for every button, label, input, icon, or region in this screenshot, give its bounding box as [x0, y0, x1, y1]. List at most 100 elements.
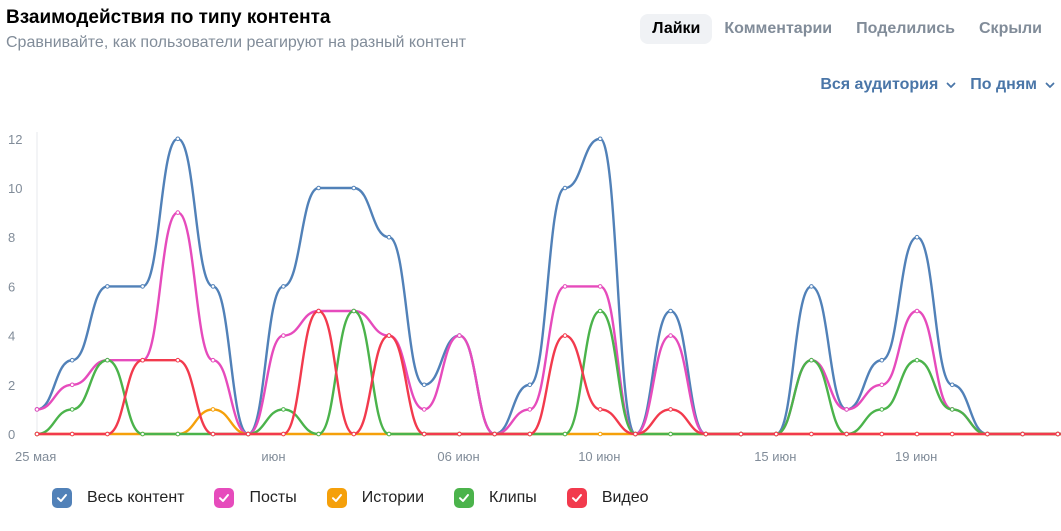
data-point — [175, 431, 181, 437]
data-point — [879, 382, 885, 388]
y-tick-label: 8 — [8, 230, 15, 245]
data-point — [492, 431, 497, 437]
data-point — [773, 431, 779, 437]
data-point — [69, 357, 75, 363]
data-point — [879, 431, 885, 437]
data-point — [457, 431, 462, 437]
data-point — [844, 431, 849, 437]
legend-item-stories[interactable]: Истории — [326, 488, 425, 508]
data-point — [949, 431, 955, 437]
data-point — [914, 431, 920, 437]
data-point — [281, 407, 286, 412]
data-point — [69, 407, 75, 412]
y-tick-label: 12 — [8, 132, 22, 147]
y-tick-label: 0 — [8, 427, 15, 442]
data-point — [1020, 431, 1025, 437]
data-point — [210, 431, 216, 437]
x-tick-label: июн — [261, 449, 285, 464]
data-point — [985, 431, 990, 437]
data-point — [175, 210, 181, 215]
chart-legend: Весь контент Посты Истории Клипы Видео — [52, 488, 649, 508]
data-point — [351, 185, 357, 191]
data-point — [562, 284, 568, 289]
series-line — [36, 211, 1058, 436]
data-point — [281, 333, 286, 338]
data-point — [105, 431, 110, 437]
tab-likes[interactable]: Лайки — [640, 14, 713, 44]
data-point — [351, 431, 357, 437]
data-point — [34, 407, 40, 412]
data-point — [281, 284, 286, 289]
x-tick-label: 06 июн — [437, 449, 479, 464]
data-point — [527, 382, 533, 388]
data-point — [421, 407, 427, 412]
data-point — [597, 407, 603, 412]
data-point — [809, 284, 814, 289]
legend-item-clips[interactable]: Клипы — [454, 488, 537, 508]
legend-label: Клипы — [489, 489, 537, 506]
data-point — [386, 234, 392, 240]
y-tick-label: 10 — [8, 181, 22, 196]
tab-comments[interactable]: Комментарии — [724, 20, 833, 37]
data-point — [1055, 431, 1061, 437]
data-point — [879, 407, 885, 412]
x-tick-label: 15 июн — [754, 449, 796, 464]
data-point — [69, 382, 75, 388]
legend-label: Посты — [249, 489, 297, 506]
data-point — [633, 431, 638, 437]
data-point — [879, 357, 885, 363]
tab-hidden[interactable]: Скрыли — [979, 20, 1042, 37]
data-point — [562, 333, 568, 338]
tab-shared[interactable]: Поделились — [856, 20, 955, 37]
check-icon — [566, 488, 587, 508]
data-point — [668, 308, 673, 314]
y-tick-label: 2 — [8, 378, 15, 393]
data-point — [809, 357, 814, 363]
data-point — [69, 431, 75, 437]
data-point — [457, 333, 462, 338]
chevron-down-icon — [1045, 82, 1055, 88]
data-point — [316, 431, 321, 437]
data-point — [597, 136, 603, 142]
data-point — [668, 333, 673, 338]
legend-item-all[interactable]: Весь контент — [52, 488, 184, 508]
data-point — [597, 431, 603, 437]
data-point — [844, 407, 849, 412]
data-point — [809, 431, 814, 437]
legend-item-posts[interactable]: Посты — [214, 488, 297, 508]
data-point — [140, 284, 145, 289]
page-title: Взаимодействия по типу контента — [6, 7, 331, 28]
legend-label: Весь контент — [87, 489, 185, 506]
audience-dropdown[interactable]: Вся аудитория — [820, 76, 956, 94]
check-icon — [52, 488, 72, 508]
legend-item-video[interactable]: Видео — [566, 488, 649, 508]
y-tick-label: 6 — [8, 279, 15, 294]
data-point — [668, 407, 673, 412]
chart-filters: Вся аудитория По дням — [820, 76, 1055, 94]
data-point — [386, 431, 392, 437]
series-line — [37, 309, 1058, 436]
data-point — [597, 284, 603, 289]
data-point — [597, 308, 603, 314]
data-point — [316, 185, 321, 191]
metric-tabs: Лайки Комментарии Поделились Скрыли — [640, 14, 1054, 44]
data-point — [527, 407, 533, 412]
data-point — [34, 431, 40, 437]
y-tick-label: 4 — [8, 329, 15, 344]
period-dropdown[interactable]: По дням — [970, 76, 1055, 94]
data-point — [210, 284, 216, 289]
data-point — [245, 431, 251, 437]
data-point — [527, 431, 533, 437]
data-point — [281, 431, 286, 437]
data-point — [351, 308, 357, 314]
x-tick-label: 10 июн — [578, 449, 620, 464]
series-line — [37, 408, 1058, 436]
data-point — [562, 431, 568, 437]
legend-label: Истории — [361, 489, 425, 506]
data-point — [140, 431, 145, 437]
x-tick-label: 19 июн — [895, 449, 937, 464]
data-point — [914, 357, 920, 363]
data-point — [703, 431, 709, 437]
data-point — [668, 431, 673, 437]
data-point — [914, 234, 920, 240]
